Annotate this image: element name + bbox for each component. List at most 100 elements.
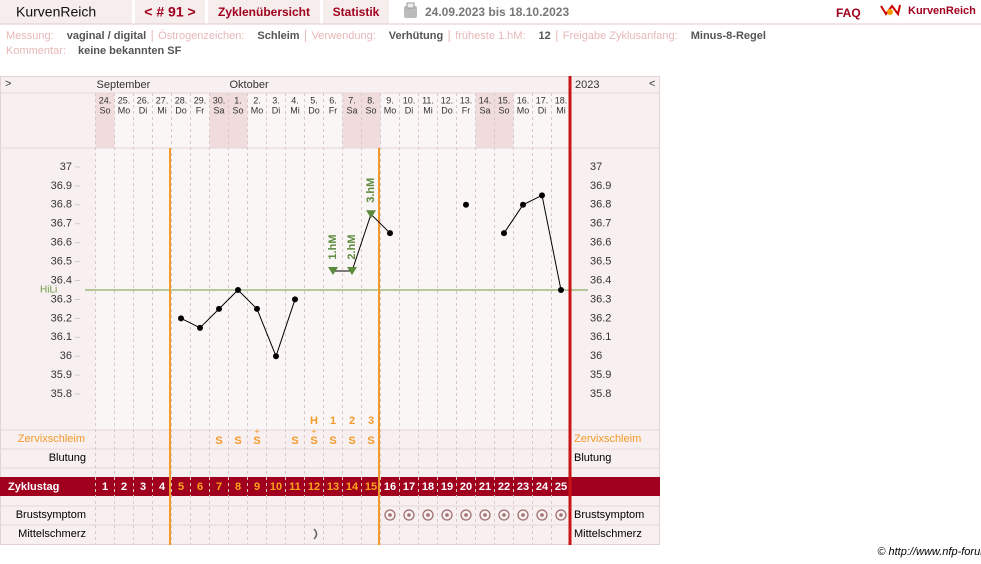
breast-symptom — [498, 509, 510, 521]
cycle-day: 5 — [178, 481, 184, 493]
breast-symptom-dot — [483, 513, 487, 517]
logo-text: KurvenReich — [908, 5, 976, 17]
month-label: September — [97, 79, 151, 91]
cycle-day: 10 — [270, 481, 282, 493]
info-value: Schleim — [257, 30, 299, 42]
weekday-label: Mo — [118, 105, 131, 115]
y-tick-label: 36 — [60, 350, 72, 362]
y-tick-label-right: 36.5 — [590, 255, 611, 267]
nav-right[interactable]: < — [649, 78, 655, 90]
faq[interactable]: FAQ — [836, 6, 861, 20]
print-icon[interactable] — [404, 2, 417, 18]
info-label: Kommentar: — [6, 45, 66, 57]
date-label: 26. — [137, 95, 150, 105]
cycle-day: 23 — [517, 481, 529, 493]
date-label: 11. — [422, 95, 434, 105]
weekday-label: Sa — [213, 105, 224, 115]
weekday-label: Mo — [384, 105, 397, 115]
tab-box[interactable] — [323, 0, 389, 24]
weekday-label: So — [99, 105, 110, 115]
footer: © http://www.nfp-forum.de — [877, 546, 981, 558]
info-label: Messung: — [6, 30, 54, 42]
hm-point — [328, 267, 338, 276]
y-tick-label-right: 36.9 — [590, 180, 611, 192]
date-label: 16. — [517, 95, 530, 105]
temperature-point — [273, 353, 279, 360]
y-tick-label: 36.1 — [51, 331, 72, 343]
weekday-label: Do — [308, 105, 320, 115]
mucus-symbol: S — [329, 435, 336, 447]
cycle-day: 16 — [384, 481, 396, 493]
breast-symptom — [460, 509, 472, 521]
temperature-point — [501, 230, 507, 237]
y-tick-label-right: 36.6 — [590, 237, 611, 249]
date-label: 8. — [367, 95, 375, 105]
cycle-box[interactable] — [135, 0, 205, 24]
weekend-shade — [95, 93, 115, 148]
y-tick-label-right: 36.8 — [590, 199, 611, 211]
temperature-point — [387, 230, 393, 237]
row-label: Zervixschleim — [574, 433, 641, 445]
breast-symptom-dot — [502, 513, 506, 517]
date-label: 9. — [386, 95, 394, 105]
weekday-label: Mo — [517, 105, 530, 115]
cycle-day: 21 — [479, 481, 491, 493]
date-label: 14. — [479, 95, 492, 105]
weekday-label: Sa — [479, 105, 490, 115]
y-tick-label-right: 37 — [590, 161, 602, 173]
tab-box[interactable] — [208, 0, 320, 24]
date-label: 15. — [498, 95, 511, 105]
weekend-shade — [361, 93, 381, 148]
weekend-shade — [342, 93, 362, 148]
row-label: Brustsymptom — [574, 509, 644, 521]
weekend-shade — [209, 93, 229, 148]
y-tick-label: 35.9 — [51, 369, 72, 381]
breast-symptom-dot — [559, 513, 563, 517]
date-label: 24. — [99, 95, 112, 105]
y-tick-label: 36.6 — [51, 237, 72, 249]
tab[interactable]: Zyklenübersicht — [218, 5, 310, 19]
temperature-point — [558, 286, 564, 293]
date-label: 7. — [348, 95, 356, 105]
nav-left[interactable]: > — [5, 78, 11, 90]
cycle-day: 4 — [159, 481, 166, 493]
date-label: 12. — [441, 95, 454, 105]
tab[interactable]: Statistik — [333, 5, 380, 19]
info-value: keine bekannten SF — [78, 45, 182, 57]
date-label: 18. — [555, 95, 568, 105]
date-label: 17. — [536, 95, 549, 105]
temperature-point — [520, 201, 526, 208]
mucus-plus: + — [254, 426, 259, 436]
info-value: 12 — [539, 30, 551, 42]
mucus-marker: 1 — [330, 415, 336, 427]
breast-symptom-dot — [388, 513, 392, 517]
y-tick-label-right: 36.3 — [590, 293, 611, 305]
year-label: 2023 — [575, 79, 599, 91]
weekend-shade — [494, 93, 514, 148]
mucus-plus: + — [311, 426, 316, 436]
temperature-line — [503, 194, 562, 291]
weekday-label: Mi — [157, 105, 167, 115]
y-tick-label: 36.5 — [51, 255, 72, 267]
brand-box — [0, 0, 132, 24]
temperature-point — [292, 296, 298, 303]
brand[interactable]: KurvenReich — [16, 4, 96, 20]
cycle-day: 22 — [498, 481, 510, 493]
hm-label: 3.hM — [365, 178, 377, 203]
cycle-nav[interactable]: < # 91 > — [144, 4, 195, 20]
cycle-day: 18 — [422, 481, 434, 493]
plot-bg — [95, 93, 571, 430]
mucus-symbol: S — [310, 435, 317, 447]
info-label: Verwendung: — [312, 30, 376, 42]
weekday-label: Fr — [462, 105, 471, 115]
mucus-marker: H — [310, 415, 318, 427]
info-label: Östrogenzeichen: — [158, 30, 244, 42]
cycle-day: 14 — [346, 481, 359, 493]
date-label: 3. — [272, 95, 280, 105]
mucus-symbol: S — [367, 435, 374, 447]
coverline-label: HiLi — [40, 285, 57, 296]
hm-label: 2.hM — [346, 235, 358, 260]
row-label: Blutung — [49, 452, 86, 464]
weekend-shade — [475, 93, 495, 148]
